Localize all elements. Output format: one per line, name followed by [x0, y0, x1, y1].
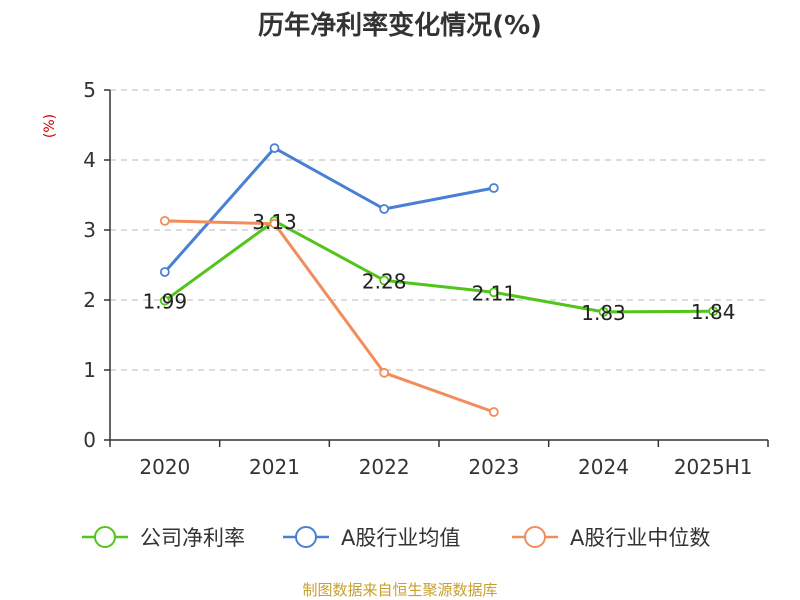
- legend-marker: [295, 526, 317, 548]
- data-point: [488, 287, 499, 298]
- y-tick-label: 3: [83, 218, 96, 242]
- data-point: [379, 275, 390, 286]
- series-line: [163, 146, 495, 273]
- grid-lines: [110, 89, 768, 371]
- series-2: [159, 215, 499, 417]
- data-label: 2.11: [472, 281, 517, 305]
- y-tick-label: 2: [83, 288, 96, 312]
- series-layer: [159, 143, 719, 417]
- data-label: 1.84: [691, 300, 736, 324]
- y-tick-label: 4: [83, 148, 96, 172]
- x-tick-label: 2023: [468, 455, 519, 479]
- data-label: 1.99: [143, 290, 188, 314]
- legend-item: 公司净利率: [82, 526, 245, 550]
- series-line: [163, 219, 714, 314]
- y-tick-label: 5: [83, 78, 96, 102]
- data-point: [269, 218, 280, 229]
- data-point: [159, 215, 170, 226]
- series-0: [159, 215, 719, 317]
- legend: 公司净利率 A股行业均值 A股行业中位数: [82, 526, 710, 550]
- series-line: [164, 219, 495, 414]
- data-point: [159, 295, 170, 306]
- data-point: [598, 306, 609, 317]
- legend-item: A股行业中位数: [512, 526, 710, 550]
- data-labels: 1.99 3.13 2.28 2.11 1.83 1.84: [143, 210, 736, 325]
- data-point: [269, 143, 280, 154]
- legend-label: A股行业均值: [341, 526, 460, 550]
- x-tick-label: 2022: [359, 455, 410, 479]
- data-point: [488, 183, 499, 193]
- legend-item: A股行业均值: [283, 526, 460, 550]
- x-tick-label: 2020: [139, 455, 190, 479]
- y-tick-label: 0: [83, 428, 96, 452]
- series-1: [159, 143, 499, 277]
- data-label: 1.83: [581, 301, 626, 325]
- data-point: [379, 204, 390, 214]
- y-tick-label: 1: [83, 358, 96, 382]
- source-note: 制图数据来自恒生聚源数据库: [302, 581, 497, 599]
- y-axis-label: (%): [42, 114, 58, 138]
- data-label: 3.13: [252, 210, 297, 234]
- legend-label: A股行业中位数: [570, 526, 710, 550]
- x-tick-label: 2021: [249, 455, 300, 479]
- data-point: [488, 407, 499, 417]
- x-tick-label: 2024: [578, 455, 629, 479]
- x-tick-label: 2025H1: [674, 455, 753, 479]
- data-point: [708, 306, 719, 317]
- axes: 0 1 2 3 4 5 2020 2021 2022 2023 2024 2025H1: [83, 78, 769, 479]
- data-point: [159, 267, 170, 277]
- legend-label: 公司净利率: [140, 526, 245, 550]
- legend-marker: [94, 526, 116, 548]
- data-point: [379, 367, 390, 378]
- chart-title: 历年净利率变化情况(%): [258, 10, 542, 41]
- data-label: 2.28: [362, 269, 407, 293]
- legend-marker: [524, 526, 546, 548]
